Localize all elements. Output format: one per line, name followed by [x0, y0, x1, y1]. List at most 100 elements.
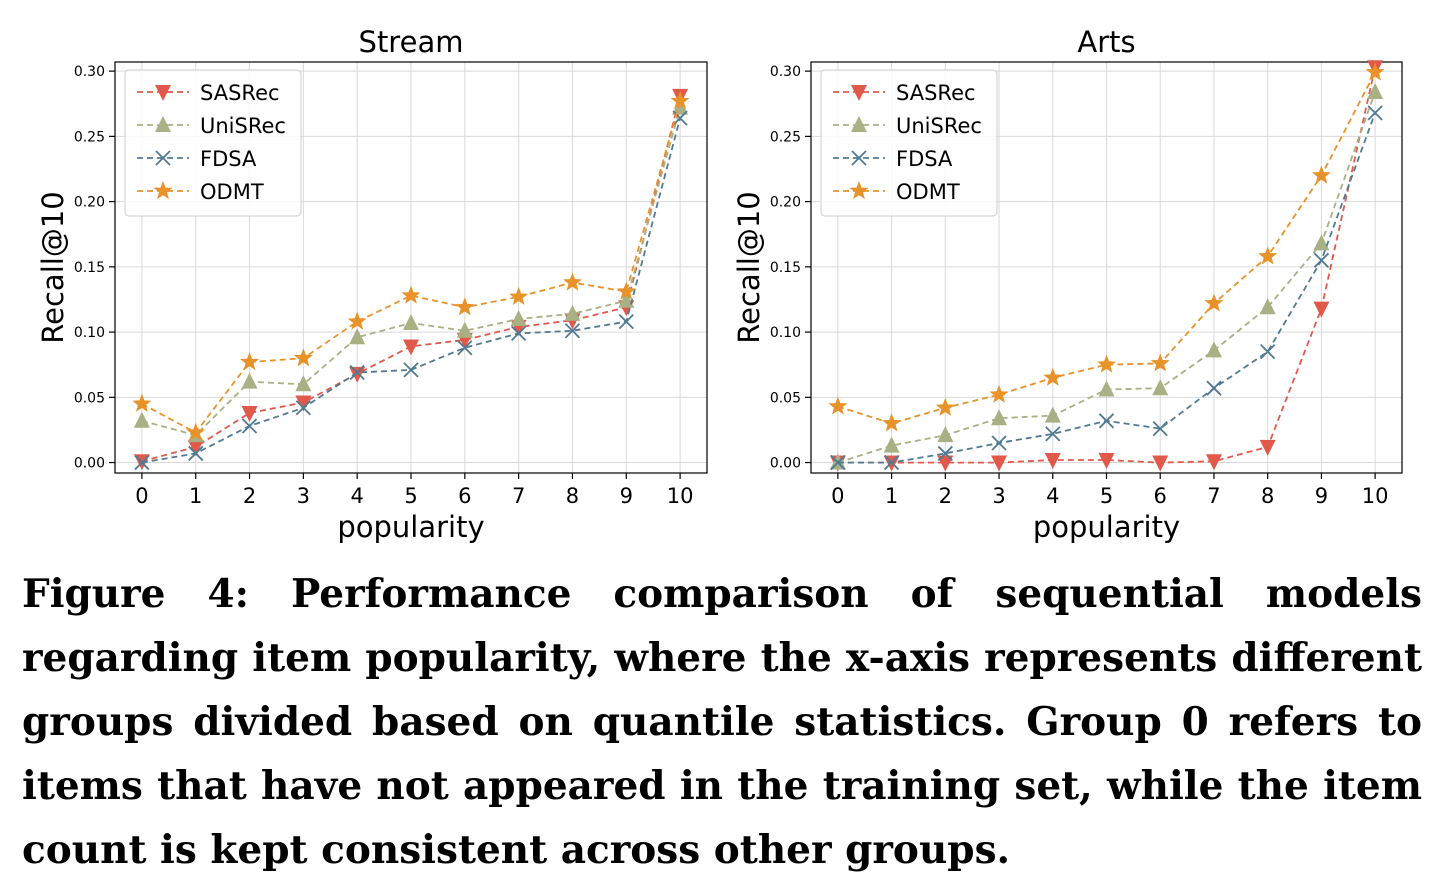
- data-point: [564, 304, 581, 321]
- legend-label: ODMT: [896, 180, 960, 204]
- data-point: [989, 384, 1009, 403]
- y-tick-label: 0.00: [74, 456, 105, 472]
- x-tick-label: 2: [243, 484, 256, 508]
- data-point: [828, 396, 848, 415]
- data-point: [1259, 298, 1276, 315]
- legend-marker: [851, 85, 867, 101]
- data-point: [133, 411, 150, 428]
- data-point: [1258, 246, 1278, 265]
- y-tick-label: 0.10: [770, 325, 801, 341]
- y-tick-label: 0.05: [770, 390, 801, 406]
- x-tick-label: 10: [667, 484, 694, 508]
- data-point: [295, 400, 312, 416]
- data-point: [937, 455, 954, 472]
- x-tick-label: 2: [939, 484, 952, 508]
- data-point: [1098, 413, 1115, 429]
- data-point: [618, 314, 634, 330]
- x-tick-label: 9: [1315, 484, 1328, 508]
- x-axis-label: popularity: [1033, 510, 1180, 544]
- data-point: [670, 91, 690, 110]
- legend-label: UniSRec: [200, 114, 286, 138]
- data-point: [991, 409, 1008, 426]
- data-point: [347, 311, 367, 330]
- data-point: [1044, 452, 1061, 469]
- legend-marker: [155, 150, 171, 166]
- legend-marker: [851, 116, 867, 132]
- y-tick-label: 0.30: [74, 64, 105, 80]
- chart-1: 0 1 2 3 4 5 6 7 8 9 10 0.00 0.05 0.10 0.15 0.20 0.25 0.30…: [36, 25, 708, 544]
- data-point: [937, 426, 954, 443]
- data-point: [295, 375, 312, 392]
- y-tick-label: 0.30: [770, 64, 801, 80]
- data-point: [616, 281, 636, 300]
- data-point: [403, 362, 419, 378]
- legend-box: [124, 69, 302, 217]
- data-point: [1260, 344, 1276, 360]
- data-point: [241, 372, 258, 389]
- legend: SASRec UniSRec FDSA ODMT: [820, 69, 998, 217]
- series-fdsa: [134, 110, 688, 471]
- y-axis-label: Recall@10: [732, 191, 766, 343]
- data-point: [1367, 105, 1383, 121]
- legend-label: SASRec: [200, 81, 280, 105]
- data-point: [510, 325, 527, 342]
- data-point: [1097, 354, 1116, 373]
- data-point: [457, 340, 473, 356]
- legend-marker: [851, 150, 867, 166]
- legend-marker: [153, 181, 173, 200]
- legend-marker: [155, 85, 171, 101]
- data-point: [1259, 439, 1276, 456]
- data-point: [134, 454, 150, 471]
- y-tick-label: 0.15: [770, 260, 801, 276]
- data-point: [1044, 406, 1061, 423]
- y-axis-label: Recall@10: [36, 191, 70, 343]
- data-point: [1098, 452, 1115, 469]
- x-tick-label: 1: [189, 484, 202, 508]
- data-point: [132, 393, 152, 412]
- x-tick-label: 7: [512, 484, 525, 508]
- legend-label: FDSA: [200, 147, 257, 171]
- data-point: [293, 348, 313, 367]
- data-point: [349, 366, 366, 383]
- x-tick-label: 6: [1154, 484, 1167, 508]
- legend-label: FDSA: [896, 147, 953, 171]
- data-point: [991, 435, 1007, 451]
- series-line: [141, 100, 681, 434]
- y-tick-label: 0.20: [770, 195, 801, 211]
- legend-label: SASRec: [896, 81, 976, 105]
- data-point: [672, 98, 689, 115]
- x-tick-label: 4: [350, 484, 363, 508]
- data-point: [1204, 293, 1224, 312]
- data-point: [830, 454, 846, 471]
- data-point: [1043, 367, 1063, 386]
- data-point: [883, 454, 900, 471]
- series-odmt: [132, 91, 690, 441]
- data-point: [241, 405, 258, 422]
- data-point: [349, 328, 366, 345]
- data-point: [1313, 301, 1330, 318]
- data-point: [1045, 426, 1061, 442]
- x-tick-label: 0: [135, 484, 148, 508]
- legend: SASRec UniSRec FDSA ODMT: [124, 69, 302, 217]
- data-point: [1152, 379, 1169, 396]
- y-tick-label: 0.05: [74, 390, 105, 406]
- data-point: [295, 395, 312, 412]
- series-fdsa: [830, 105, 1383, 471]
- chart-title: Stream: [359, 25, 464, 59]
- y-tick-label: 0.15: [74, 260, 105, 276]
- x-tick-label: 5: [404, 484, 417, 508]
- y-tick-label: 0.25: [770, 129, 801, 145]
- y-tick-label: 0.10: [74, 325, 105, 341]
- data-point: [187, 439, 204, 456]
- data-point: [935, 397, 955, 416]
- data-point: [1365, 62, 1385, 81]
- data-point: [1205, 454, 1222, 471]
- x-axis-label: popularity: [337, 510, 484, 544]
- series-line: [837, 71, 1376, 425]
- data-point: [882, 413, 902, 432]
- data-point: [991, 455, 1008, 472]
- legend-label: UniSRec: [896, 114, 982, 138]
- data-point: [188, 445, 204, 462]
- data-point: [186, 422, 206, 441]
- legend-marker: [155, 116, 171, 132]
